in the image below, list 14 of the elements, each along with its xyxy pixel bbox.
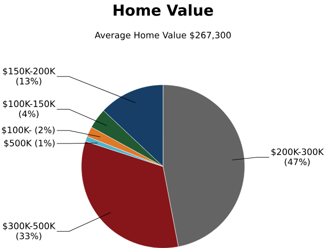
chart-subtitle: Average Home Value $267,300: [94, 31, 231, 40]
data-label: (2%): [35, 126, 55, 134]
data-label: (1%): [35, 139, 55, 148]
slice-label: $100K-: [2, 126, 32, 134]
data-label: (47%): [284, 158, 310, 166]
data-label: (33%): [16, 232, 42, 240]
slice-label: $200K-300K: [271, 148, 324, 156]
slice-label: $500K: [4, 139, 32, 148]
slice-label: $300K-500K: [3, 222, 56, 230]
data-label: (4%): [19, 110, 38, 118]
chart-title: Home Value: [114, 4, 214, 16]
data-label: (13%): [16, 77, 42, 86]
slice-label: $100K-150K: [3, 100, 56, 108]
slice-label: $150K-200K: [3, 67, 56, 76]
